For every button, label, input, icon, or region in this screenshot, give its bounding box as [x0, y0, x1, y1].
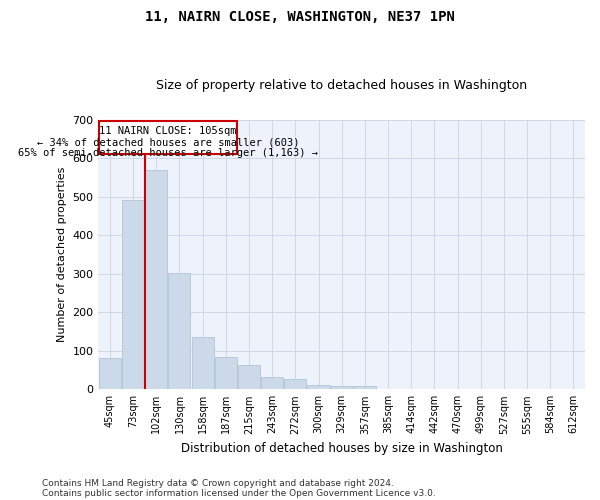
- Text: ← 34% of detached houses are smaller (603): ← 34% of detached houses are smaller (60…: [37, 138, 299, 147]
- Text: Contains HM Land Registry data © Crown copyright and database right 2024.: Contains HM Land Registry data © Crown c…: [42, 478, 394, 488]
- Text: 65% of semi-detached houses are larger (1,163) →: 65% of semi-detached houses are larger (…: [18, 148, 318, 158]
- Y-axis label: Number of detached properties: Number of detached properties: [57, 166, 67, 342]
- Bar: [169, 272, 190, 390]
- X-axis label: Distribution of detached houses by size in Washington: Distribution of detached houses by size …: [181, 442, 503, 455]
- Title: Size of property relative to detached houses in Washington: Size of property relative to detached ho…: [156, 79, 527, 92]
- Bar: [215, 356, 237, 390]
- Text: 11, NAIRN CLOSE, WASHINGTON, NE37 1PN: 11, NAIRN CLOSE, WASHINGTON, NE37 1PN: [145, 10, 455, 24]
- Bar: [284, 379, 307, 390]
- Bar: [238, 365, 260, 390]
- Bar: [99, 358, 121, 390]
- Bar: [307, 386, 329, 390]
- Bar: [122, 200, 144, 390]
- Bar: [191, 338, 214, 390]
- Bar: [331, 386, 353, 390]
- Bar: [354, 386, 376, 390]
- Bar: [145, 170, 167, 390]
- Bar: [261, 377, 283, 390]
- FancyBboxPatch shape: [99, 121, 238, 154]
- Text: 11 NAIRN CLOSE: 105sqm: 11 NAIRN CLOSE: 105sqm: [100, 126, 237, 136]
- Text: Contains public sector information licensed under the Open Government Licence v3: Contains public sector information licen…: [42, 488, 436, 498]
